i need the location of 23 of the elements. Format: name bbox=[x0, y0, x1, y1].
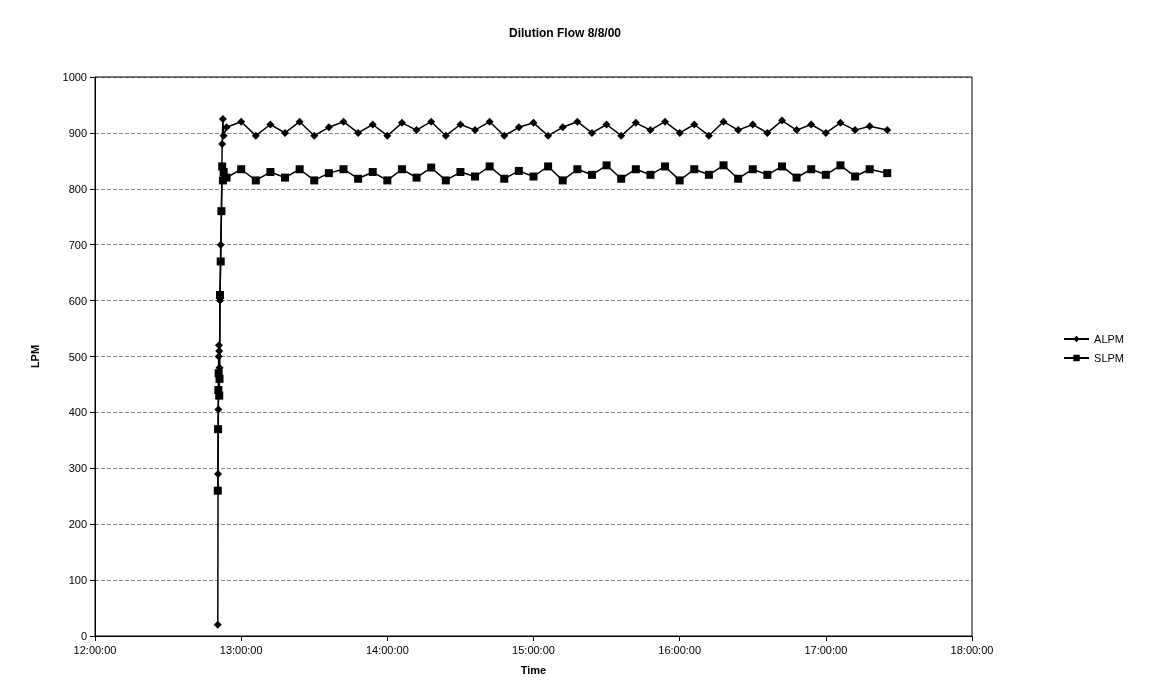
x-tick-label: 13:00:00 bbox=[219, 643, 263, 656]
y-tick-label: 700 bbox=[68, 238, 87, 251]
y-tick-label: 300 bbox=[68, 462, 87, 475]
y-tick-label: 500 bbox=[68, 350, 87, 363]
y-tick-label: 600 bbox=[68, 294, 87, 307]
y-tick-label: 1000 bbox=[62, 71, 87, 83]
x-tick-label: 16:00:00 bbox=[658, 643, 702, 656]
y-axis-title: LPM bbox=[28, 344, 41, 369]
y-tick-label: 100 bbox=[68, 574, 87, 587]
x-tick-label: 18:00:00 bbox=[950, 643, 994, 656]
y-tick-label: 800 bbox=[68, 182, 87, 195]
y-tick-label: 900 bbox=[68, 126, 87, 139]
chart-title: Dilution Flow 8/8/00 bbox=[508, 26, 622, 40]
legend-label: ALPM bbox=[1094, 333, 1125, 345]
x-tick-label: 12:00:00 bbox=[73, 643, 117, 656]
y-tick-label: 0 bbox=[80, 630, 87, 642]
y-tick-label: 400 bbox=[68, 406, 87, 419]
x-tick-label: 14:00:00 bbox=[365, 643, 409, 656]
y-tick-label: 200 bbox=[68, 518, 87, 531]
x-axis-title: Time bbox=[520, 663, 547, 676]
x-tick-label: 17:00:00 bbox=[804, 643, 848, 656]
legend-label: SLPM bbox=[1094, 352, 1125, 364]
x-tick-label: 15:00:00 bbox=[512, 643, 555, 656]
